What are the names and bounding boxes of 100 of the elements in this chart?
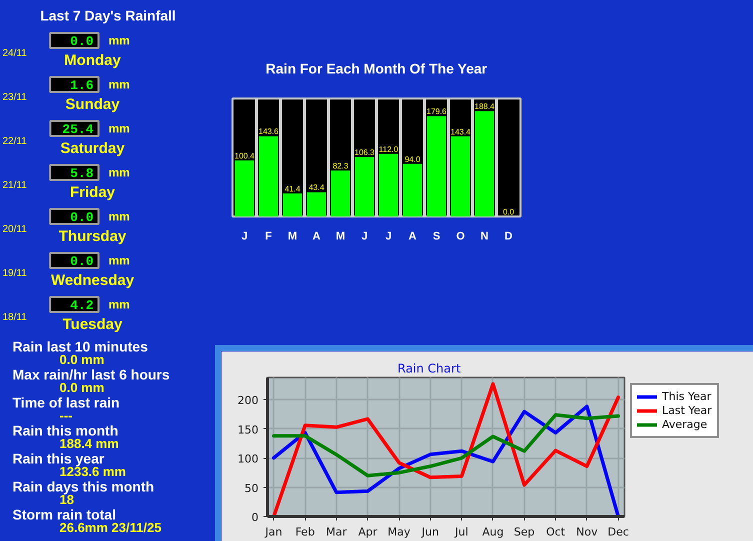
legend-label: This Year: [662, 390, 712, 403]
text: Tuesday: [62, 316, 124, 333]
x-tick-label: Aug: [482, 526, 504, 538]
data-label: 82.3: [332, 161, 349, 170]
x-tick-label: M: [288, 230, 298, 242]
data-label: 112.0: [378, 144, 399, 154]
x-tick-label: M: [336, 230, 346, 242]
data-label: 143.4: [450, 127, 472, 136]
text: Rain days this month: [12, 478, 154, 494]
text: mm: [108, 166, 130, 180]
text: Thursday: [58, 228, 127, 245]
text: 23/11: [2, 92, 28, 103]
data-label: 106.3: [354, 148, 376, 158]
text: Last 7 Day's Rainfall: [40, 8, 176, 24]
text: Storm rain total: [12, 506, 116, 522]
text: Friday: [70, 184, 116, 201]
x-tick-label: Oct: [546, 526, 566, 538]
text: 24/11: [2, 48, 28, 59]
text: Rain last 10 minutes: [12, 338, 148, 354]
bar: [306, 192, 326, 216]
text: Rain this year: [12, 450, 105, 466]
legend-label: Average: [662, 418, 708, 431]
text: 18/11: [2, 312, 28, 323]
line-series: [272, 382, 620, 516]
text: Time of last rain: [12, 394, 120, 410]
x-tick-label: S: [432, 230, 440, 242]
y-tick-label: 100: [238, 452, 259, 466]
data-label: 100.4: [234, 151, 256, 160]
x-tick-label: Mar: [326, 526, 348, 538]
x-tick-label: F: [265, 230, 272, 242]
text: 25.4: [62, 122, 94, 137]
x-tick-label: O: [456, 230, 466, 242]
data-label: 0.0: [502, 208, 515, 216]
text: 0.0: [70, 210, 94, 225]
data-label: 41.4: [284, 184, 301, 194]
x-tick-label: Jan: [264, 526, 282, 538]
x-tick-label: May: [388, 526, 411, 538]
y-tick-label: 50: [244, 482, 259, 495]
text: 0.0: [70, 254, 94, 269]
bar: [474, 111, 494, 216]
bar: [330, 170, 350, 216]
x-tick-label: Jul: [454, 526, 468, 538]
x-tick-label: Dec: [608, 526, 629, 538]
text: mm: [108, 34, 130, 48]
bar: [450, 136, 470, 216]
line-series: [272, 413, 620, 478]
text: 0.0 mm: [60, 352, 104, 367]
text: 5.8: [70, 166, 94, 181]
bar: [378, 154, 398, 216]
text: 4.2: [70, 298, 94, 313]
x-tick-label: Sep: [514, 526, 535, 538]
text: Max rain/hr last 6 hours: [12, 366, 170, 382]
x-tick-label: J: [241, 230, 248, 242]
bar: [258, 136, 278, 216]
x-tick-label: D: [504, 230, 513, 242]
bar: [426, 116, 446, 216]
text: mm: [108, 210, 130, 224]
x-tick-label: A: [408, 230, 417, 242]
x-tick-label: Nov: [576, 526, 598, 538]
x-tick-label: Feb: [295, 526, 315, 538]
text: 22/11: [2, 136, 28, 147]
bar: [354, 157, 374, 216]
text: mm: [108, 298, 130, 312]
y-tick-label: 150: [238, 423, 259, 436]
data-label: 43.4: [308, 183, 325, 192]
text: Sunday: [65, 96, 120, 113]
text: 0.0: [70, 34, 94, 49]
data-label: 188.4: [474, 102, 496, 112]
text: 20/11: [2, 224, 28, 235]
text: Monday: [64, 52, 122, 69]
chart-title: Rain For Each Month Of The Year: [266, 60, 488, 76]
y-tick-label: 0: [252, 511, 258, 524]
x-tick-label: Jun: [420, 526, 439, 538]
text: 188.4 mm: [60, 436, 119, 451]
chart-title: Rain Chart: [398, 362, 461, 376]
bar: [234, 160, 254, 216]
x-tick-label: A: [312, 230, 321, 242]
data-label: 94.0: [404, 154, 421, 164]
data-label: 143.6: [258, 127, 280, 136]
text: 0.0 mm: [60, 380, 104, 395]
bar: [402, 164, 422, 216]
text: Wednesday: [50, 272, 135, 289]
text: ---: [60, 408, 72, 423]
x-tick-label: J: [385, 230, 392, 242]
text: 1.6: [70, 78, 94, 93]
text: mm: [108, 122, 130, 136]
text: mm: [108, 254, 130, 268]
data-label: 179.6: [426, 107, 448, 116]
text: 19/11: [2, 268, 28, 279]
text: 21/11: [2, 180, 28, 191]
x-tick-label: N: [480, 230, 489, 242]
y-tick-label: 200: [238, 394, 259, 408]
text: Saturday: [60, 140, 126, 157]
x-tick-label: J: [361, 230, 368, 242]
legend-label: Last Year: [662, 404, 712, 417]
bar: [282, 193, 302, 216]
x-tick-label: Apr: [358, 526, 378, 538]
text: 26.6mm 23/11/25: [60, 520, 162, 535]
text: mm: [108, 78, 130, 92]
text: Rain this month: [12, 422, 118, 438]
